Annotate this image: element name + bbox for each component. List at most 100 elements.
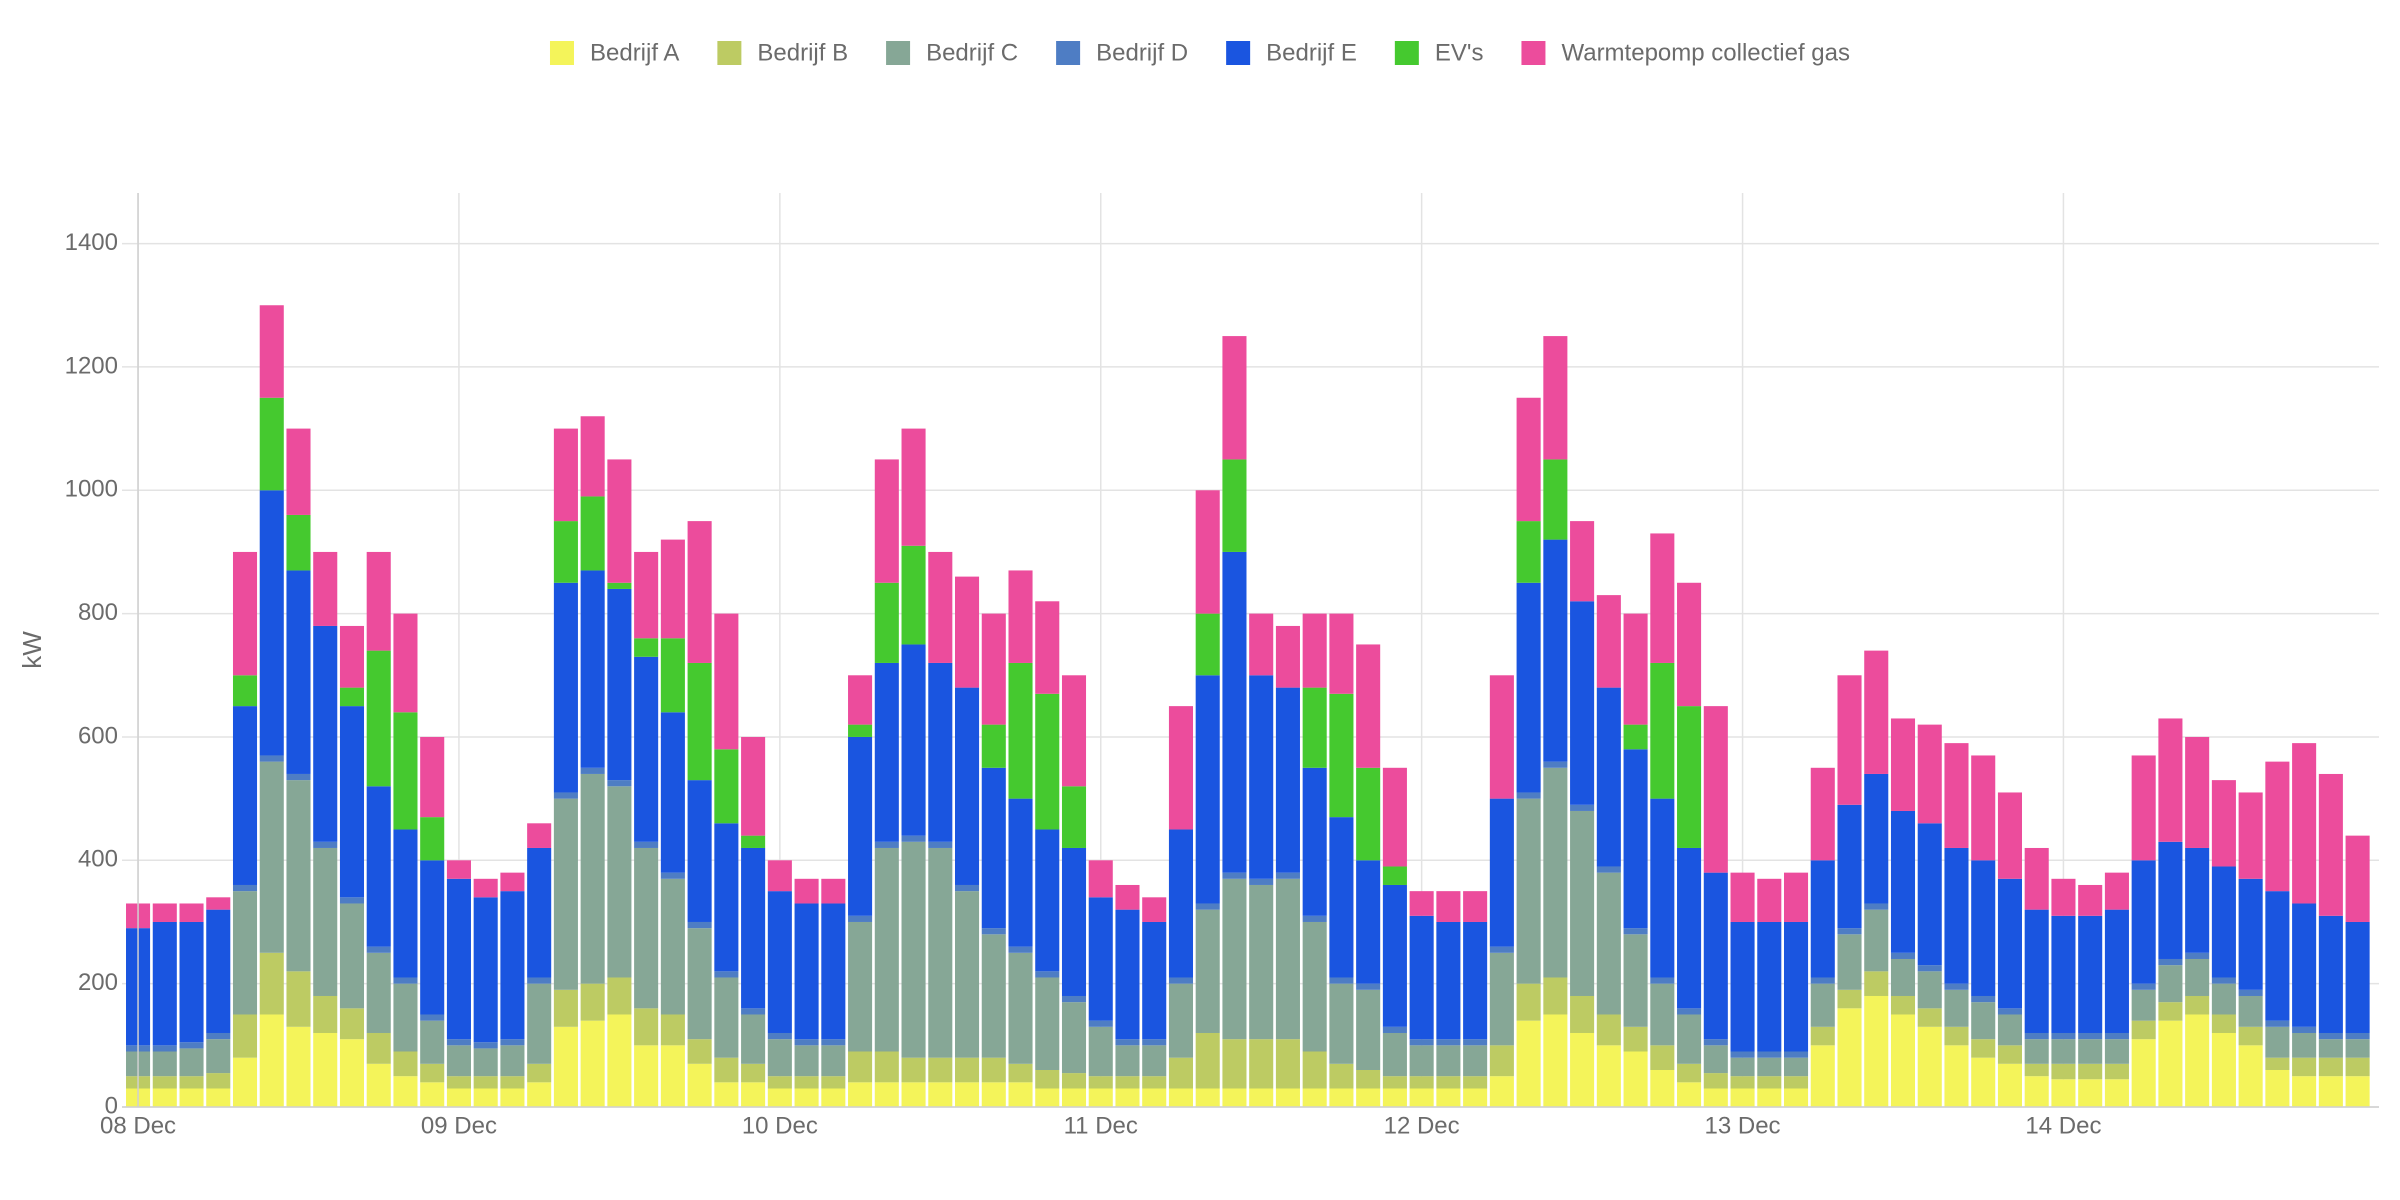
bar-segment [1463, 1088, 1488, 1107]
bar-segment [767, 1076, 792, 1089]
bar-segment [1703, 706, 1728, 873]
bar-segment [1677, 1008, 1702, 1015]
bar-segment [2131, 983, 2156, 990]
bar-segment [1890, 718, 1916, 811]
bar-segment [286, 780, 311, 972]
bar-segment [1088, 1020, 1113, 1027]
bar-segment [848, 724, 873, 737]
bar-segment [1677, 706, 1702, 848]
y-tick-label: 1200 [65, 352, 118, 379]
bar-segment [500, 1039, 525, 1046]
bar-segment [2104, 1079, 2129, 1107]
bar-segment [1168, 1088, 1194, 1107]
bar-segment [1864, 995, 1889, 1107]
bar-segment [1677, 847, 1702, 1009]
bar-segment [848, 1082, 873, 1107]
bar-segment [420, 817, 445, 861]
bar-segment [1543, 539, 1568, 762]
bar-segment [981, 724, 1006, 768]
bar-segment [1088, 1076, 1113, 1089]
bar-segment [1382, 767, 1407, 867]
bar-segment [1168, 706, 1194, 830]
bar-segment [2104, 1063, 2129, 1080]
bar-segment [767, 891, 792, 1033]
bar-segment [1356, 1069, 1381, 1089]
bar-segment [1489, 675, 1514, 799]
bar-segment [1168, 1057, 1194, 1089]
bar-segment [393, 829, 418, 978]
bar-segment [848, 675, 873, 725]
bar-segment [366, 551, 391, 651]
bar-segment [1329, 1088, 1354, 1107]
bar-segment [553, 521, 578, 583]
bar-segment [473, 1088, 498, 1107]
bar-segment [232, 706, 258, 885]
bar-segment [848, 1051, 873, 1083]
bar-segment [2265, 891, 2290, 1021]
legend-swatch [1226, 41, 1251, 65]
bar-segment [1570, 521, 1595, 602]
bar-segment [2238, 1045, 2263, 1107]
x-tick-label: 13 Dec [1705, 1112, 1781, 1139]
bar-segment [259, 761, 284, 953]
bar-segment [1249, 878, 1274, 885]
bar-segment [2185, 736, 2210, 848]
bar-segment [634, 551, 659, 639]
bar-segment [527, 823, 552, 848]
legend: Bedrijf A Bedrijf B Bedrijf C Bedrijf D Bedr… [549, 39, 1850, 66]
bar-segment [179, 1048, 204, 1077]
bar-segment [2024, 909, 2049, 1033]
bar-segment [794, 878, 819, 904]
bar-segment [1890, 810, 1916, 953]
bar-segment [901, 644, 926, 836]
bar-segment [1195, 490, 1220, 614]
bar-segment [1356, 1088, 1381, 1107]
bar-segment [553, 792, 578, 799]
bar-segment [1382, 1032, 1407, 1077]
bar-segment [500, 872, 525, 892]
bar-segment [1168, 983, 1194, 1058]
bar-segment [1275, 1039, 1300, 1089]
y-tick-label: 0 [105, 1092, 118, 1119]
bar-segment [1997, 878, 2022, 1009]
bar-segment [1008, 570, 1033, 663]
bar-segment [2238, 792, 2263, 879]
bar-segment [660, 878, 685, 1015]
bar-segment [1382, 884, 1407, 1027]
bar-segment [1061, 1002, 1087, 1074]
bar-segment [1677, 1014, 1702, 1064]
bar-segment [152, 1076, 177, 1089]
bar-segment [313, 995, 338, 1033]
bar-segment [981, 1057, 1006, 1083]
bar-segment [1436, 921, 1461, 1040]
bar-segment [1677, 582, 1702, 707]
bar-segment [821, 1088, 846, 1107]
bar-segment [741, 1063, 766, 1083]
bar-segment [2345, 835, 2370, 922]
bar-segment [2318, 773, 2343, 916]
bar-segment [2265, 761, 2290, 892]
bar-segment [794, 1039, 819, 1046]
bar-segment [1302, 767, 1327, 916]
bar-segment [1917, 1026, 1942, 1107]
x-tick-label: 12 Dec [1384, 1112, 1460, 1139]
bar-segment [1142, 1088, 1167, 1107]
bar-segment [420, 860, 445, 1015]
bar-segment [955, 884, 980, 892]
bar-segment [1061, 1073, 1087, 1089]
bar-segment [2078, 1063, 2103, 1080]
bar-segment [2265, 1069, 2290, 1107]
bar-segment [1115, 1076, 1140, 1089]
bar-segment [687, 1039, 712, 1064]
bar-segment [393, 977, 418, 984]
bar-segment [1810, 860, 1835, 978]
bar-segment [232, 551, 258, 676]
bar-segment [1730, 1076, 1755, 1089]
bar-segment [1650, 798, 1675, 978]
bar-segment [1757, 878, 1782, 922]
bar-segment [1463, 1045, 1488, 1077]
bar-segment [580, 496, 605, 571]
bar-segment [1008, 1063, 1033, 1083]
bar-segment [1463, 1039, 1488, 1046]
